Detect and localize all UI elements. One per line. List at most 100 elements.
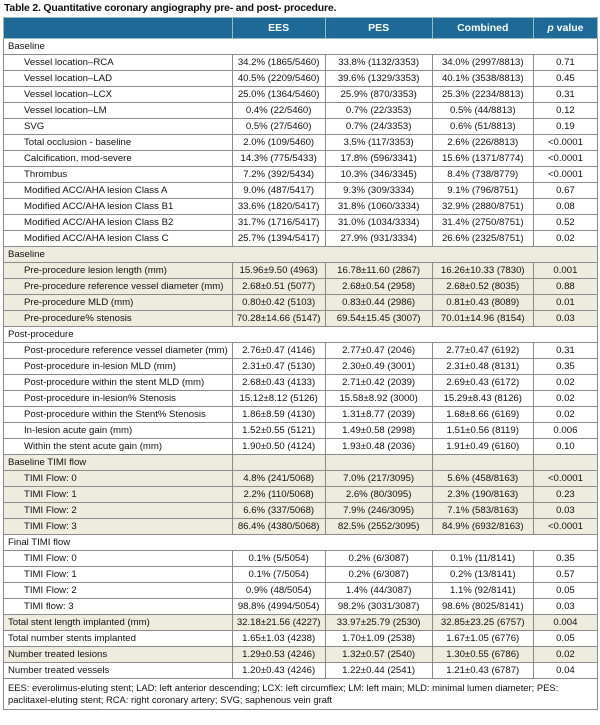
pes-value: 1.4% (44/3087) <box>324 582 433 599</box>
combined-value: 1.1% (92/8141) <box>431 582 534 599</box>
table-row: Pre-procedure reference vessel diameter … <box>3 278 599 295</box>
pes-value: 31.8% (1060/3334) <box>324 198 433 215</box>
ees-value: 4.8% (241/5068) <box>231 470 326 487</box>
pes-value: 2.30±0.49 (3001) <box>324 358 433 375</box>
row-label: SVG <box>3 118 233 135</box>
ees-value: 9.0% (487/5417) <box>231 182 326 199</box>
header-p-value: p value <box>532 17 599 39</box>
ees-value: 98.8% (4994/5054) <box>231 598 326 615</box>
header-pes: PES <box>324 17 433 39</box>
ees-value: 33.6% (1820/5417) <box>231 198 326 215</box>
combined-value: 7.1% (583/8163) <box>431 502 534 519</box>
section-title: Baseline <box>3 246 598 263</box>
table-row: Post-procedure within the Stent% Stenosi… <box>3 406 599 423</box>
combined-value: 0.81±0.43 (8089) <box>431 294 534 311</box>
p-value: 0.001 <box>532 262 599 279</box>
p-value: 0.31 <box>532 86 599 103</box>
section-title: Post-procedure <box>3 326 598 343</box>
combined-value: 70.01±14.96 (8154) <box>431 310 534 327</box>
header-ees: EES <box>231 17 326 39</box>
pes-value: 17.8% (596/3341) <box>324 150 433 167</box>
combined-value: 1.68±8.66 (6169) <box>431 406 534 423</box>
row-label: Calcification, mod-severe <box>3 150 233 167</box>
ees-value: 0.5% (27/5460) <box>231 118 326 135</box>
combined-value: 1.30±0.55 (6786) <box>431 646 534 663</box>
combined-value: 15.29±8.43 (8126) <box>431 390 534 407</box>
ees-value: 31.7% (1716/5417) <box>231 214 326 231</box>
table-row: TIMI Flow: 2 6.6% (337/5068) 7.9% (246/309… <box>3 502 599 519</box>
table-row: Vessel location–LM 0.4% (22/5460) 0.7% (22… <box>3 102 599 119</box>
row-label: Total stent length implanted (mm) <box>3 614 233 631</box>
pes-value: 98.2% (3031/3087) <box>324 598 433 615</box>
pes-value: 7.0% (217/3095) <box>324 470 433 487</box>
ees-value: 7.2% (392/5434) <box>231 166 326 183</box>
p-value: 0.02 <box>532 374 599 391</box>
table-row: Post-procedure in-lesion MLD (mm) 2.31±0.… <box>3 358 599 375</box>
combined-value: 32.9% (2880/8751) <box>431 198 534 215</box>
table-row: Total stent length implanted (mm) 32.18±2… <box>3 614 599 631</box>
section-title: Baseline <box>3 38 598 55</box>
ees-value: 2.31±0.47 (5130) <box>231 358 326 375</box>
row-label: Post-procedure in-lesion% Stenosis <box>3 390 233 407</box>
table-row: Vessel location–RCA 34.2% (1865/5460) 33.8… <box>3 54 599 71</box>
row-label: Post-procedure in-lesion MLD (mm) <box>3 358 233 375</box>
ees-value: 70.28±14.66 (5147) <box>231 310 326 327</box>
p-value: 0.45 <box>532 70 599 87</box>
row-label: TIMI Flow: 3 <box>3 518 233 535</box>
table-row: Number treated vessels 1.20±0.43 (4246) 1.… <box>3 662 599 679</box>
pes-value: 1.22±0.44 (2541) <box>324 662 433 679</box>
ees-value: 0.80±0.42 (5103) <box>231 294 326 311</box>
combined-value: 1.51±0.56 (8119) <box>431 422 534 439</box>
p-value: <0.0001 <box>532 470 599 487</box>
section-title: Final TIMI flow <box>3 534 598 551</box>
combined-value: 5.6% (458/8163) <box>431 470 534 487</box>
row-label: Thrombus <box>3 166 233 183</box>
table-row: Modified ACC/AHA lesion Class B1 33.6% (1… <box>3 198 599 215</box>
row-label: Modified ACC/AHA lesion Class C <box>3 230 233 247</box>
combined-value: 31.4% (2750/8751) <box>431 214 534 231</box>
ees-value: 15.96±9.50 (4963) <box>231 262 326 279</box>
combined-value: 0.5% (44/8813) <box>431 102 534 119</box>
pes-value: 0.7% (24/3353) <box>324 118 433 135</box>
row-label: Number treated lesions <box>3 646 233 663</box>
ees-value: 1.20±0.43 (4246) <box>231 662 326 679</box>
row-label: TIMI Flow: 0 <box>3 470 233 487</box>
table-row: Post-procedure reference vessel diameter… <box>3 342 599 359</box>
table-row: Modified ACC/AHA lesion Class B2 31.7% (1… <box>3 214 599 231</box>
p-value: 0.12 <box>532 102 599 119</box>
section-header-row: Final TIMI flow <box>3 534 598 551</box>
combined-value: 26.6% (2325/8751) <box>431 230 534 247</box>
p-value: <0.0001 <box>532 134 599 151</box>
footnote: EES: everolimus-eluting stent; LAD: left… <box>3 678 598 710</box>
row-label: TIMI Flow: 2 <box>3 582 233 599</box>
p-value: 0.02 <box>532 390 599 407</box>
p-value: 0.03 <box>532 310 599 327</box>
p-value: 0.006 <box>532 422 599 439</box>
row-label: TIMI Flow: 0 <box>3 550 233 567</box>
ees-value: 1.90±0.50 (4124) <box>231 438 326 455</box>
pes-value: 33.8% (1132/3353) <box>324 54 433 71</box>
table-row: TIMI Flow: 1 2.2% (110/5068) 2.6% (80/3095… <box>3 486 599 503</box>
row-label: Pre-procedure% stenosis <box>3 310 233 327</box>
table-row: TIMI flow: 3 98.8% (4994/5054) 98.2% (3031… <box>3 598 599 615</box>
table-row: Pre-procedure% stenosis 70.28±14.66 (5147… <box>3 310 599 327</box>
p-rest: value <box>553 22 584 34</box>
combined-value: 2.69±0.43 (6172) <box>431 374 534 391</box>
p-value: 0.03 <box>532 598 599 615</box>
combined-value: 84.9% (6932/8163) <box>431 518 534 535</box>
p-value: 0.05 <box>532 630 599 647</box>
combined-value: 25.3% (2234/8813) <box>431 86 534 103</box>
table-row: TIMI Flow: 2 0.9% (48/5054) 1.4% (44/3087)… <box>3 582 599 599</box>
empty-cell <box>532 454 599 471</box>
pes-value: 2.71±0.42 (2039) <box>324 374 433 391</box>
row-label: Vessel location–LAD <box>3 70 233 87</box>
qca-table: EES PES Combined p value Baseline Vessel … <box>3 17 599 710</box>
row-label: Pre-procedure MLD (mm) <box>3 294 233 311</box>
pes-value: 25.9% (870/3353) <box>324 86 433 103</box>
table-row: Total number stents implanted 1.65±1.03 (… <box>3 630 599 647</box>
p-value: 0.05 <box>532 582 599 599</box>
empty-cell <box>431 454 534 471</box>
pes-value: 1.49±0.58 (2998) <box>324 422 433 439</box>
row-label: Vessel location–RCA <box>3 54 233 71</box>
p-value: <0.0001 <box>532 150 599 167</box>
